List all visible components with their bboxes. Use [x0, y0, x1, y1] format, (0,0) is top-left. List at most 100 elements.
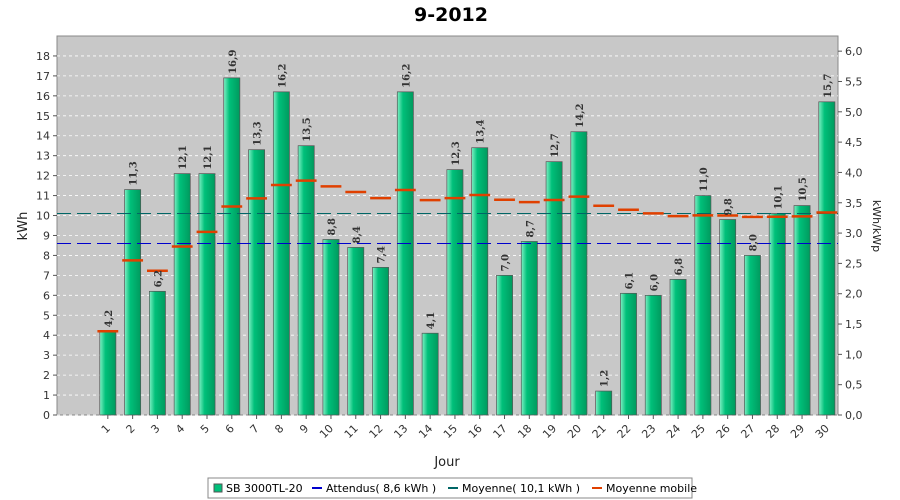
x-tick-label: 27: [738, 422, 757, 441]
y-tick-label: 18: [36, 50, 50, 63]
y-tick-label: 8: [43, 249, 50, 262]
bar-value-label: 10,5: [798, 177, 809, 201]
x-tick-label: 28: [763, 422, 782, 441]
x-tick-label: 15: [441, 422, 460, 441]
bar: [322, 239, 340, 416]
bar-value-label: 6,2: [153, 270, 164, 287]
x-tick-label: 13: [391, 422, 410, 441]
x-tick-label: 25: [689, 422, 708, 441]
bar-value-label: 8,4: [352, 226, 363, 243]
x-tick-label: 16: [466, 422, 485, 441]
bar: [99, 330, 117, 416]
y-tick-label: 10: [36, 210, 50, 223]
y-tick-label: 3: [43, 349, 50, 362]
bar: [372, 267, 389, 416]
bar-value-label: 6,8: [674, 258, 685, 275]
y-tick-label: 7: [43, 269, 50, 282]
bar: [744, 255, 761, 416]
bar-value-label: 16,2: [277, 63, 288, 87]
x-tick-label: 21: [590, 422, 609, 441]
x-tick-label: 8: [272, 422, 286, 436]
bar: [248, 149, 265, 416]
bar-value-label: 6,1: [624, 272, 635, 289]
y-tick-label: 11: [36, 190, 50, 203]
bar: [396, 91, 414, 416]
y-tick-label: 14: [36, 130, 50, 143]
bar-value-label: 12,3: [451, 141, 462, 165]
y-tick-label: 1: [43, 389, 50, 402]
bar: [223, 77, 241, 416]
bar-value-label: 11,3: [129, 161, 140, 185]
y2-tick-label: 0,0: [845, 409, 863, 422]
bar-value-label: 14,2: [575, 103, 586, 127]
x-tick-label: 20: [565, 422, 584, 441]
bar-value-label: 16,2: [401, 63, 412, 87]
bar-value-label: 13,5: [302, 117, 313, 141]
bar: [620, 292, 637, 416]
x-tick-label: 9: [297, 422, 311, 436]
bar-value-label: 15,7: [823, 73, 834, 97]
bar: [520, 241, 538, 416]
bar: [818, 101, 836, 416]
y-tick-label: 5: [43, 309, 50, 322]
legend-label: Moyenne( 10,1 kWh ): [462, 482, 580, 495]
bar-value-label: 16,9: [228, 49, 239, 73]
bar-value-label: 1,2: [600, 370, 611, 387]
x-tick-label: 4: [173, 422, 187, 436]
y-tick-label: 15: [36, 110, 50, 123]
y-tick-label: 12: [36, 170, 50, 183]
legend-label: SB 3000TL-20: [226, 482, 303, 495]
bar: [421, 332, 439, 416]
bar: [124, 189, 142, 416]
y2-tick-label: 5,5: [845, 75, 863, 88]
bar-value-label: 12,1: [203, 145, 214, 169]
bar: [595, 390, 613, 416]
y-tick-label: 9: [43, 229, 50, 242]
x-tick-label: 2: [124, 422, 138, 436]
bar-value-label: 10,1: [773, 185, 784, 209]
reference-lines: [57, 213, 838, 244]
bar-value-label: 4,2: [104, 310, 115, 327]
y-tick-label: 4: [43, 329, 50, 342]
x-tick-label: 11: [342, 422, 361, 441]
bar-value-label: 11,0: [699, 167, 710, 191]
bar-value-label: 8,8: [327, 218, 338, 235]
y2-tick-label: 1,5: [845, 318, 863, 331]
y-tick-label: 16: [36, 90, 50, 103]
y-tick-label: 0: [43, 409, 50, 422]
x-tick-label: 30: [813, 422, 832, 441]
data-labels: 4,2 11,3 6,2 12,1 12,1 16,9 13,3 16,2 13,5 8,8 8,4…: [104, 49, 834, 387]
bar-value-label: 7,4: [377, 246, 388, 263]
x-tick-label: 17: [491, 422, 510, 441]
x-tick-label: 29: [788, 422, 807, 441]
bar-value-label: 13,4: [476, 119, 487, 143]
y2-tick-label: 0,5: [845, 379, 863, 392]
bar-value-label: 8,7: [525, 220, 536, 237]
y-tick-label: 13: [36, 150, 50, 163]
bar: [694, 195, 712, 416]
bar: [198, 173, 216, 416]
y-tick-label: 6: [43, 289, 50, 302]
legend-label: Attendus( 8,6 kWh ): [326, 482, 436, 495]
x-tick-label: 14: [416, 422, 435, 441]
x-axis-label: Jour: [433, 455, 460, 470]
bar-value-label: 12,1: [178, 145, 189, 169]
bar: [719, 219, 737, 416]
x-tick-label: 3: [148, 422, 162, 436]
bar-value-label: 7,0: [501, 254, 512, 271]
x-tick-label: 12: [367, 422, 386, 441]
bar: [793, 205, 811, 416]
y2-tick-label: 4,0: [845, 166, 863, 179]
bar: [149, 290, 166, 416]
x-tick-label: 19: [540, 422, 559, 441]
x-tick-label: 5: [198, 422, 212, 436]
x-tick-label: 6: [223, 422, 237, 436]
bar: [347, 247, 365, 416]
bar: [272, 91, 290, 416]
legend-label: Moyenne mobile: [606, 482, 697, 495]
y2-tick-label: 4,5: [845, 136, 863, 149]
y2-tick-label: 2,0: [845, 288, 863, 301]
bar: [644, 294, 662, 416]
bar: [446, 169, 464, 416]
y2-tick-label: 5,0: [845, 106, 863, 119]
